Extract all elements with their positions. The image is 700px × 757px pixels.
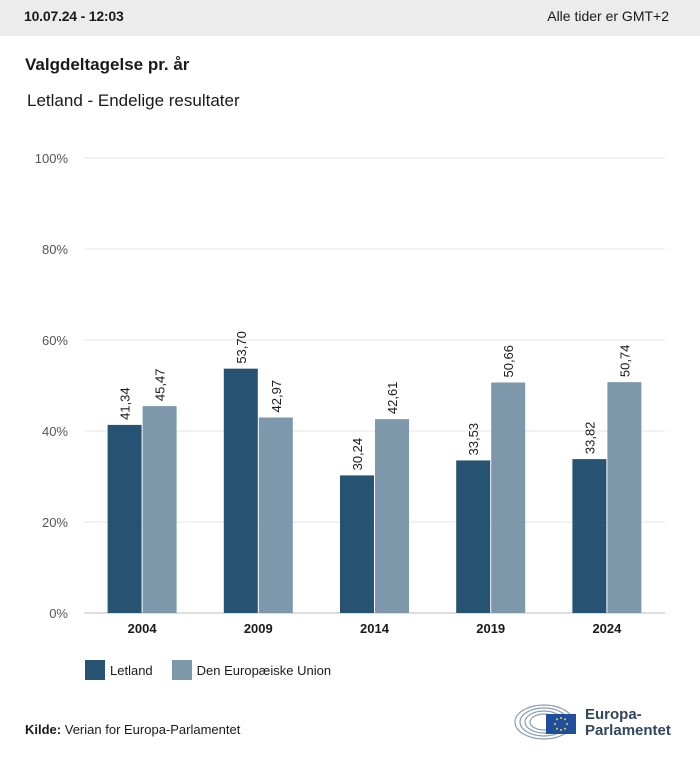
timestamp: 10.07.24 - 12:03 [24,8,124,24]
data-label: 50,74 [617,345,632,378]
bar-letland [107,424,142,613]
data-label: 33,82 [582,422,597,455]
legend-label-eu: Den Europæiske Union [196,662,332,678]
data-label: 42,97 [269,380,284,413]
y-tick-label: 20% [42,515,68,530]
y-tick-label: 60% [42,333,68,348]
legend: Letland Den Europæiske Union [85,660,350,680]
bar-letland [456,460,491,613]
europarl-logo: Europa- Parlamentet [514,700,684,744]
bar-letland [340,475,374,613]
data-label: 42,61 [385,382,400,415]
bar-eu [491,382,526,613]
source-note: Kilde: Verian for Europa-Parlamentet [25,722,240,737]
data-label: 41,34 [118,387,133,420]
bar-eu [375,419,409,613]
legend-swatch-letland [85,660,105,680]
logo-text: Europa- Parlamentet [585,707,671,739]
data-label: 30,24 [350,438,365,471]
x-tick-label: 2014 [360,621,390,636]
data-label: 45,47 [153,369,168,402]
bar-eu [258,417,293,613]
y-tick-label: 80% [42,242,68,257]
y-tick-label: 0% [49,606,68,621]
legend-label-letland: Letland [110,662,153,678]
x-tick-label: 2024 [592,621,622,636]
bar-eu [142,406,177,613]
legend-swatch-eu [171,660,192,680]
logo-text-line2: Parlamentet [585,722,671,739]
y-tick-label: 100% [35,151,69,166]
chart-title: Valgdeltagelse pr. år [25,55,190,74]
timezone-note: Alle tider er GMT+2 [547,8,669,24]
data-label: 50,66 [501,345,516,378]
bar-chart: 0% 20% 40% 60% 80% 100% 41,34 45,47 2004 53,70 42,… [35,151,665,636]
x-tick-label: 2004 [128,621,158,636]
x-tick-label: 2009 [244,621,273,636]
source-text: Verian for Europa-Parlamentet [64,722,241,737]
source-label: Kilde: [25,722,62,737]
bar-letland [223,368,258,613]
data-label: 33,53 [466,423,481,456]
data-label: 53,70 [234,331,249,364]
logo-text-line1: Europa- [585,706,642,723]
chart-subtitle: Letland - Endelige resultater [27,91,240,110]
bar-eu [607,382,642,613]
legend-item-letland: Letland [85,660,153,680]
x-tick-label: 2019 [476,621,505,636]
y-tick-label: 40% [42,424,68,439]
parliament-emblem-icon [514,704,576,740]
bar-letland [572,459,607,613]
legend-item-eu: Den Europæiske Union [171,660,332,680]
top-bar: 10.07.24 - 12:03 Alle tider er GMT+2 [0,0,700,36]
